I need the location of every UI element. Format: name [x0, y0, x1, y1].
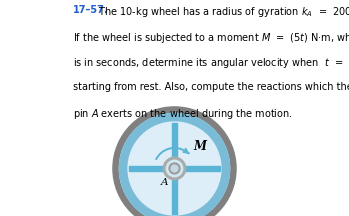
- Bar: [172, 123, 177, 214]
- Circle shape: [163, 157, 186, 180]
- Circle shape: [169, 163, 180, 174]
- Bar: [129, 166, 220, 171]
- Circle shape: [119, 113, 230, 216]
- Text: 17–57.: 17–57.: [73, 5, 109, 15]
- Text: is in seconds, determine its angular velocity when  $t$  =  3 s: is in seconds, determine its angular vel…: [73, 56, 349, 70]
- Circle shape: [128, 122, 221, 215]
- Circle shape: [171, 165, 178, 172]
- Text: pin $A$ exerts on the wheel during the motion.: pin $A$ exerts on the wheel during the m…: [73, 107, 293, 121]
- Circle shape: [113, 107, 236, 216]
- Text: If the wheel is subjected to a moment $M$  =  (5$t$) N·m, where $t$: If the wheel is subjected to a moment $M…: [73, 31, 349, 45]
- Circle shape: [166, 160, 183, 177]
- Text: A: A: [161, 178, 169, 187]
- Text: M: M: [193, 140, 206, 153]
- Text: The 10-kg wheel has a radius of gyration $k_A$  =  200 mm.: The 10-kg wheel has a radius of gyration…: [89, 5, 349, 19]
- Circle shape: [119, 113, 230, 216]
- Text: starting from rest. Also, compute the reactions which the fixed: starting from rest. Also, compute the re…: [73, 82, 349, 92]
